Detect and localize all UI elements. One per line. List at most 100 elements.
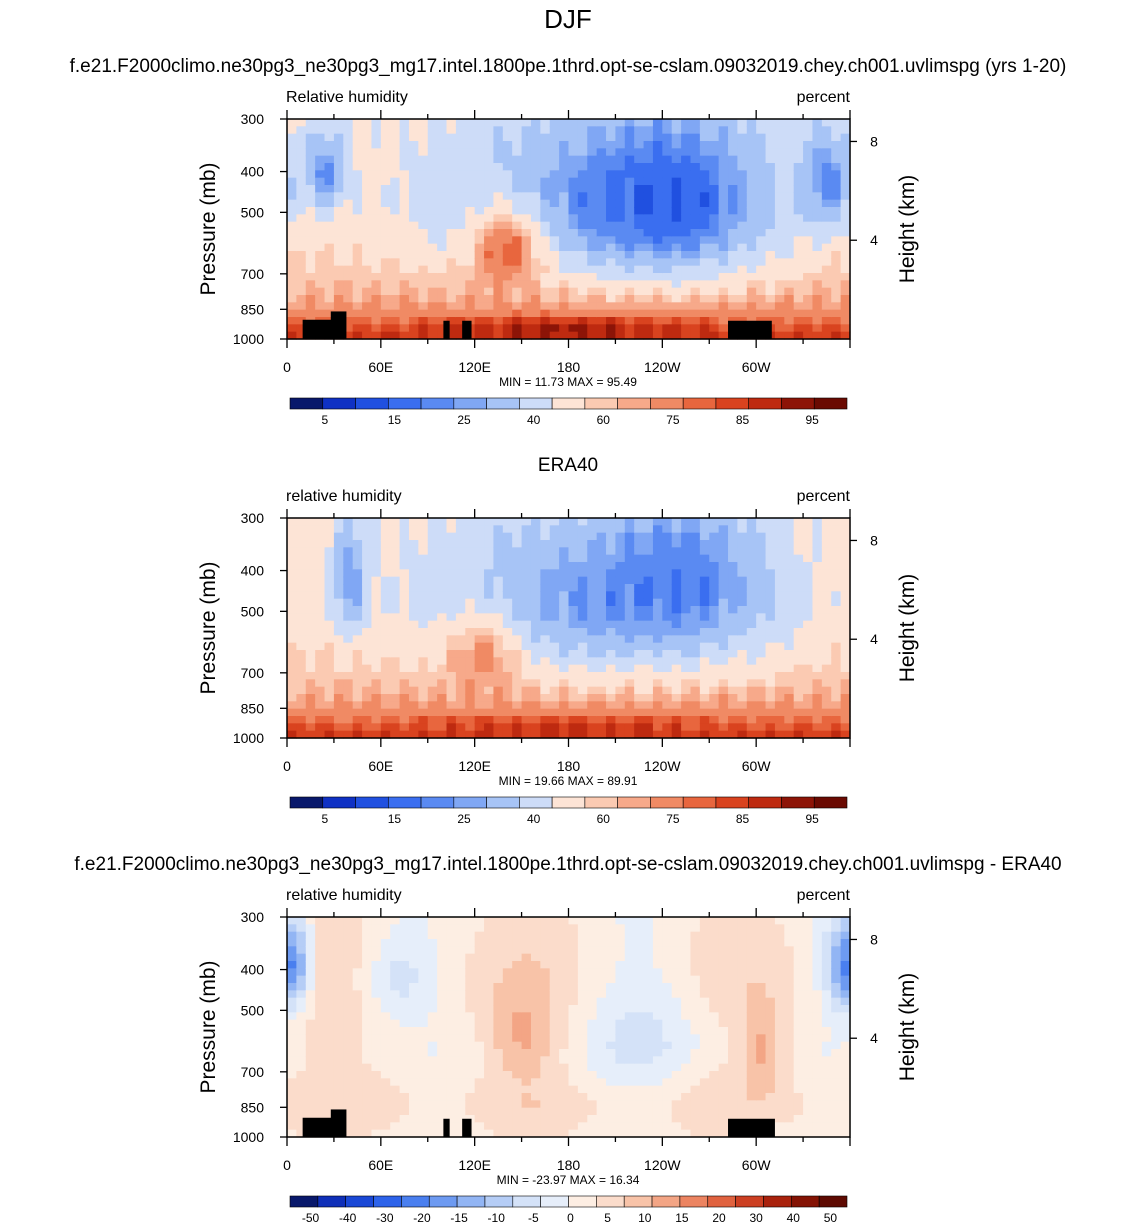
heatmap-cell — [380, 1129, 391, 1138]
panel-1-stats: MIN = 11.73 MAX = 95.49 — [499, 375, 637, 389]
heatmap-cell — [606, 961, 617, 969]
heatmap-cell — [390, 613, 401, 622]
heatmap-cell — [305, 251, 316, 259]
heatmap-cell — [333, 686, 344, 695]
heatmap-cell — [549, 540, 560, 548]
heatmap-cell — [662, 265, 673, 274]
heatmap-cell — [484, 540, 495, 548]
heatmap-cell — [418, 679, 429, 688]
colorbar-swatch — [387, 397, 422, 410]
heatmap-cell — [756, 133, 767, 142]
heatmap-cell — [652, 170, 663, 179]
heatmap-cell — [408, 730, 419, 739]
heatmap-cell — [296, 1049, 307, 1057]
heatmap-cell — [418, 295, 429, 303]
heatmap-cell — [718, 258, 729, 267]
heatmap-cell — [390, 1034, 401, 1043]
heatmap-cell — [643, 317, 654, 325]
heatmap-cell — [502, 177, 513, 186]
heatmap-cell — [484, 1027, 495, 1035]
heatmap-cell — [362, 1093, 373, 1101]
heatmap-cell — [606, 141, 617, 149]
heatmap-cell — [549, 1063, 560, 1072]
heatmap-cell — [446, 214, 457, 223]
heatmap-cell — [427, 1100, 438, 1109]
heatmap-cell — [606, 1085, 617, 1094]
heatmap-cell — [774, 554, 785, 563]
heatmap-cell — [765, 155, 776, 164]
heatmap-cell — [437, 946, 448, 955]
heatmap-cell — [437, 119, 448, 127]
heatmap-cell — [737, 287, 748, 296]
heatmap-cell — [408, 1005, 419, 1013]
heatmap-cell — [765, 672, 776, 680]
heatmap-cell — [718, 532, 729, 541]
heatmap-cell — [399, 686, 410, 695]
heatmap-cell — [737, 163, 748, 171]
heatmap-cell — [324, 672, 335, 680]
heatmap-cell — [371, 1063, 382, 1072]
heatmap-cell — [437, 961, 448, 969]
heatmap-cell — [568, 295, 579, 303]
heatmap-cell — [774, 273, 785, 281]
heatmap-cell — [296, 924, 307, 933]
heatmap-cell — [756, 251, 767, 259]
heatmap-cell — [624, 983, 635, 991]
heatmap-cell — [690, 185, 701, 193]
heatmap-cell — [446, 518, 457, 526]
panel-3: f.e21.F2000climo.ne30pg3_ne30pg3_mg17.in… — [74, 854, 1061, 1225]
heatmap-cell — [577, 1129, 588, 1138]
heatmap-cell — [465, 946, 476, 955]
heatmap-cell — [390, 642, 401, 651]
heatmap-cell — [699, 591, 710, 600]
heatmap-cell — [446, 229, 457, 237]
heatmap-cell — [615, 518, 626, 526]
heatmap-cell — [568, 1093, 579, 1101]
heatmap-cell — [662, 1005, 673, 1013]
heatmap-cell — [615, 1005, 626, 1013]
heatmap-cell — [390, 554, 401, 563]
heatmap-cell — [549, 606, 560, 614]
heatmap-cell — [765, 133, 776, 142]
heatmap-cell — [408, 1115, 419, 1123]
heatmap-cell — [568, 694, 579, 702]
heatmap-cell — [315, 939, 326, 947]
heatmap-cell — [662, 968, 673, 977]
heatmap-cell — [287, 953, 297, 962]
heatmap-cell — [455, 1107, 466, 1116]
heatmap-cell — [493, 694, 504, 702]
heatmap-cell — [437, 716, 448, 724]
heatmap-cell — [287, 1071, 297, 1079]
heatmap-cell — [446, 547, 457, 556]
heatmap-cell — [408, 148, 419, 157]
heatmap-cell — [540, 1078, 551, 1087]
heatmap-cell — [399, 931, 410, 940]
heatmap-cell — [699, 701, 710, 710]
heatmap-cell — [296, 221, 307, 230]
heatmap-cell — [333, 1100, 344, 1109]
heatmap-cell — [530, 953, 541, 962]
heatmap-cell — [774, 730, 785, 739]
heatmap-cell — [587, 317, 598, 325]
heatmap-cell — [530, 547, 541, 556]
heatmap-cell — [521, 273, 532, 281]
heatmap-cell — [390, 1063, 401, 1072]
heatmap-cell — [287, 214, 297, 223]
heatmap-cell — [512, 170, 523, 179]
heatmap-cell — [643, 302, 654, 311]
heatmap-cell — [690, 251, 701, 259]
heatmap-cell — [709, 229, 720, 237]
heatmap-cell — [427, 1019, 438, 1028]
heatmap-cell — [437, 273, 448, 281]
heatmap-cell — [296, 141, 307, 149]
heatmap-cell — [803, 177, 814, 186]
heatmap-cell — [399, 701, 410, 710]
heatmap-cell — [418, 591, 429, 600]
heatmap-cell — [446, 1041, 457, 1050]
heatmap-cell — [362, 1019, 373, 1028]
heatmap-cell — [540, 562, 551, 570]
heatmap-cell — [296, 1107, 307, 1116]
heatmap-cell — [408, 133, 419, 142]
heatmap-cell — [455, 1027, 466, 1035]
heatmap-cell — [606, 642, 617, 651]
